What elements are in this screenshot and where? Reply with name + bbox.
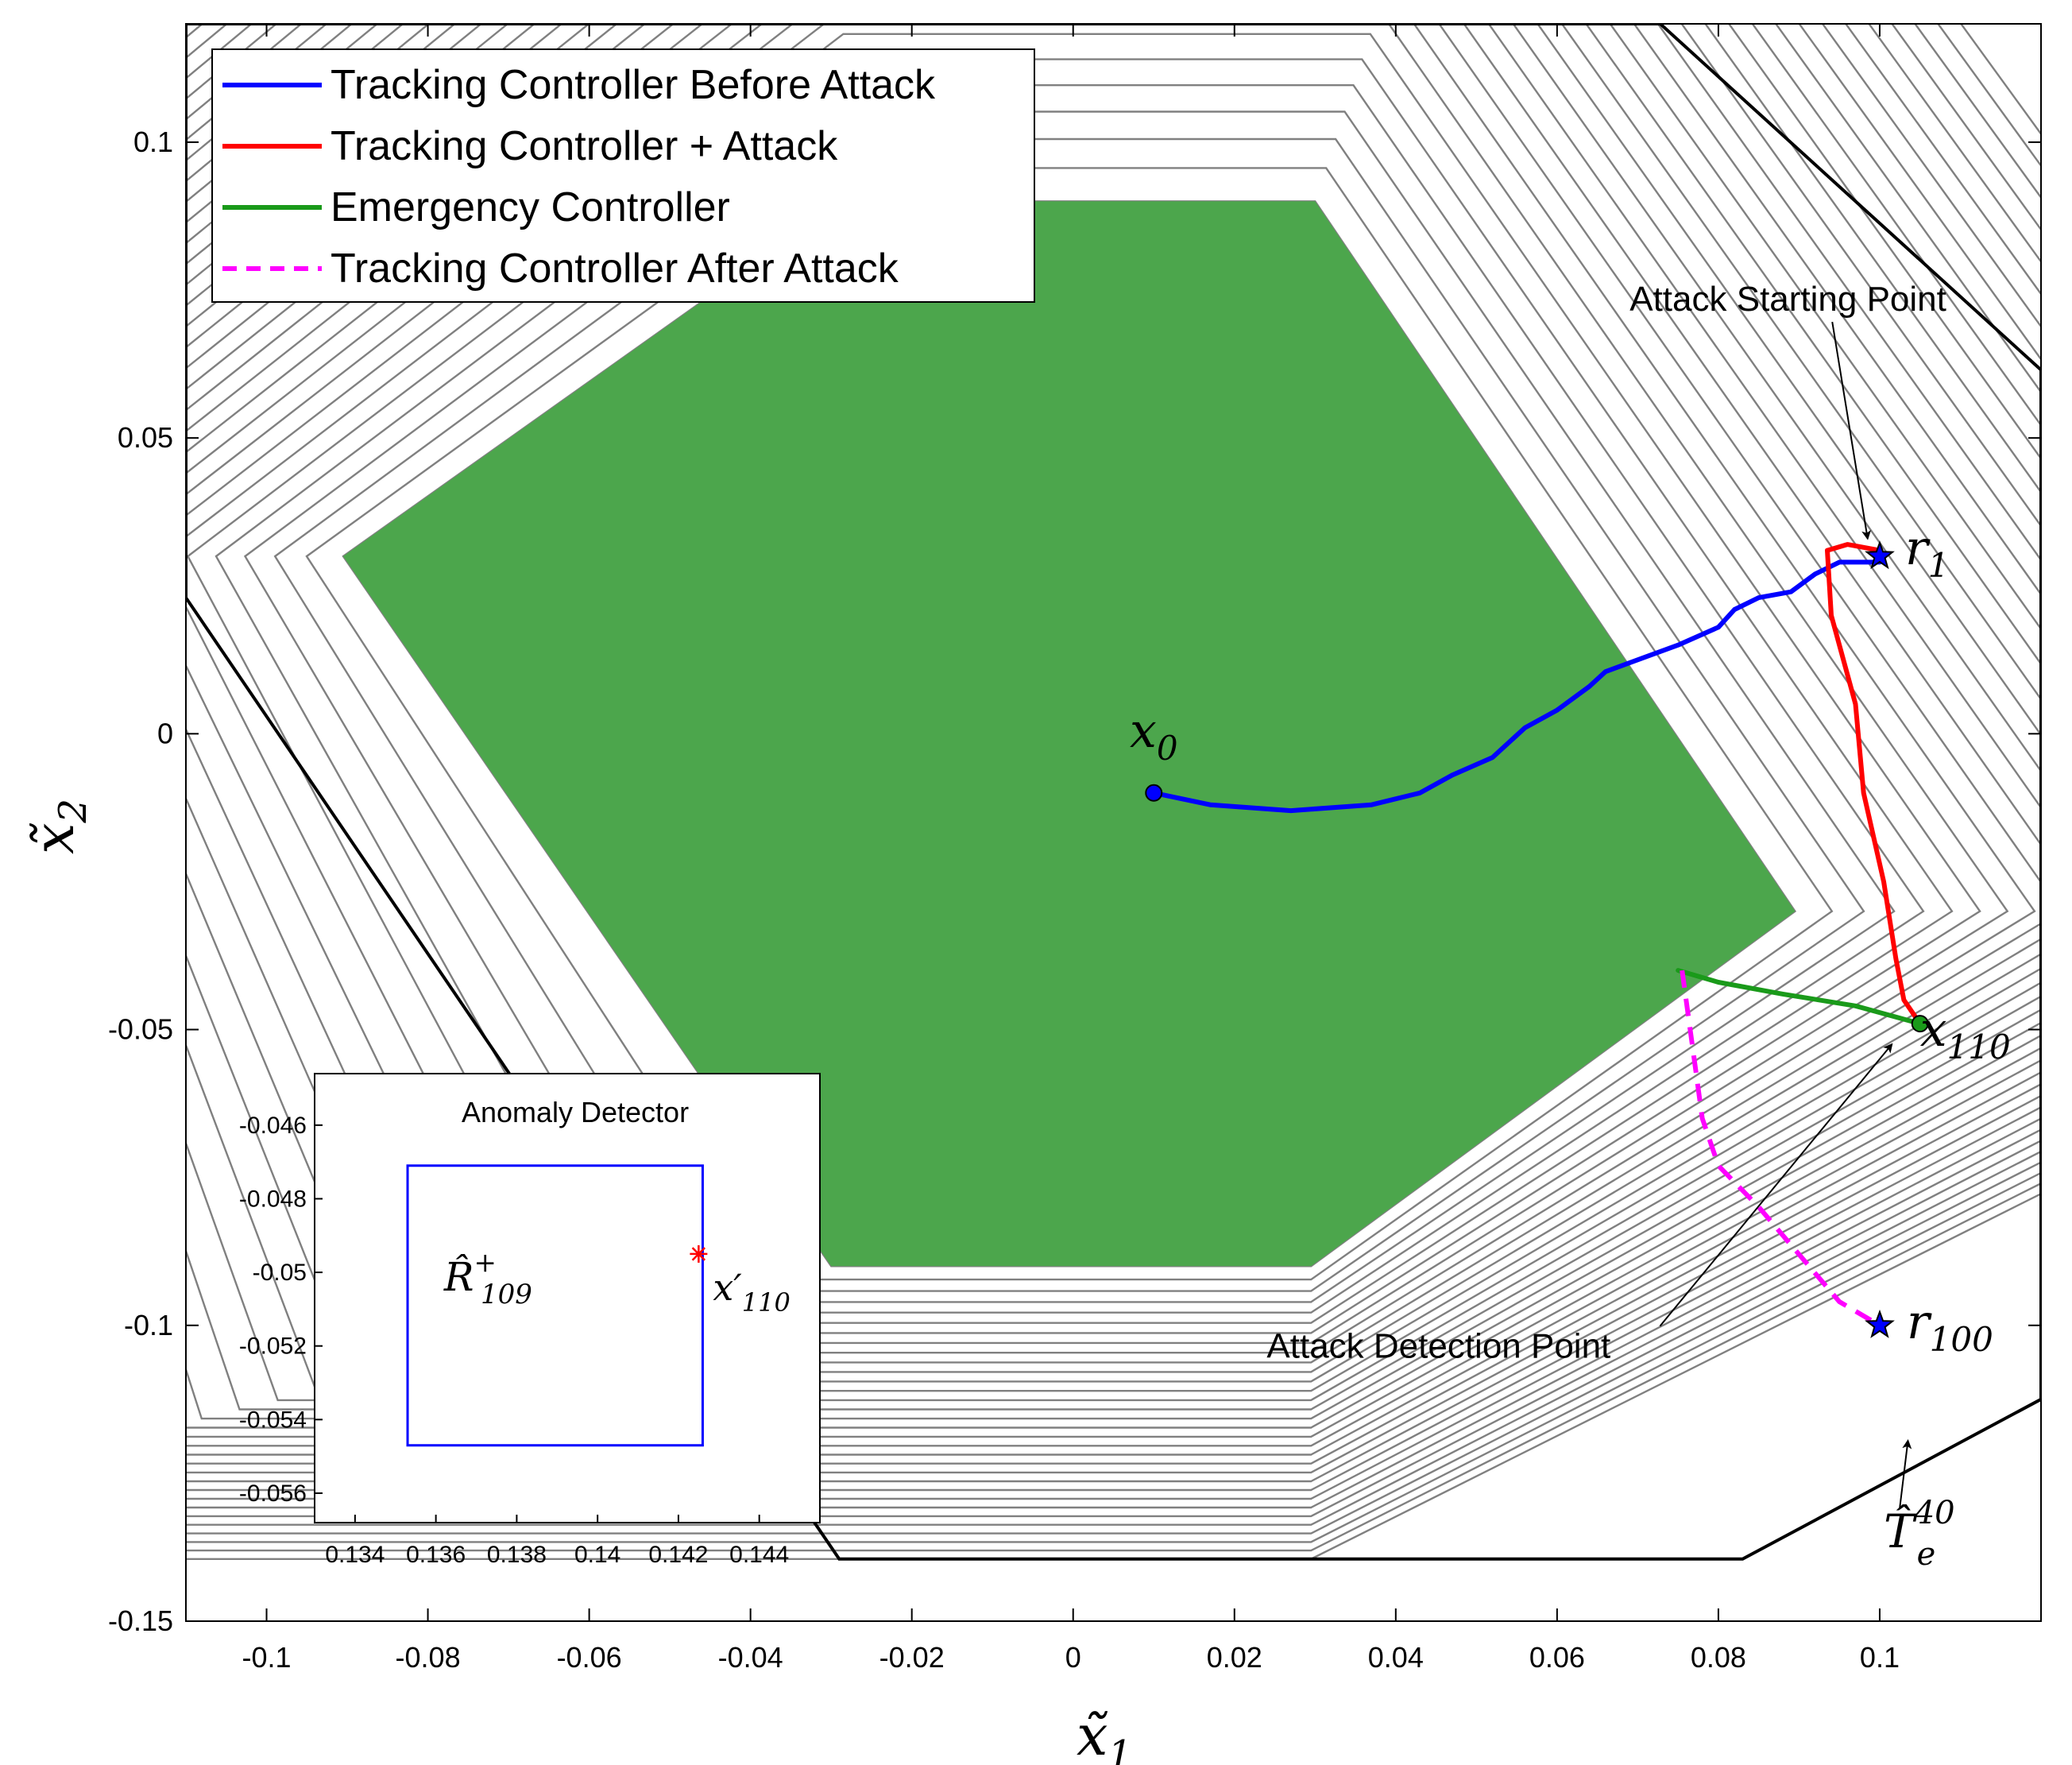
- inset-x-tick-label: 0.144: [729, 1542, 789, 1568]
- anomaly-point-marker: [690, 1244, 708, 1263]
- inset-x-tick-label: 0.14: [574, 1542, 620, 1568]
- y-tick-label: -0.05: [108, 1013, 173, 1046]
- x-tick-label: 0: [1065, 1641, 1081, 1674]
- marker-layer: x0 r1 x110 r100: [1130, 521, 2011, 1359]
- contour-band-15: [186, 24, 2041, 1411]
- inset-y-tick-label: -0.054: [239, 1407, 307, 1433]
- y-tick-label: -0.1: [124, 1309, 173, 1341]
- attack-trajectory: [1825, 542, 1923, 1027]
- outer-set-boundary: [186, 24, 2041, 1561]
- x-tick-label: 0.1: [1860, 1641, 1900, 1674]
- contour-band-14: [186, 24, 2041, 1402]
- inset-y-tick-label: -0.046: [239, 1113, 307, 1139]
- inset-y-tick-label: -0.048: [239, 1186, 307, 1212]
- x-tick-label: -0.06: [557, 1641, 622, 1674]
- marker-label-x110: x110: [1920, 1002, 2011, 1066]
- inset-title: Anomaly Detector: [462, 1096, 689, 1128]
- marker-r100: [1865, 1309, 1895, 1338]
- y-axis-label: x̃2: [21, 799, 95, 854]
- inset-y-axis: -0.046 -0.048 -0.05 -0.052 -0.054 -0.056: [239, 1113, 323, 1507]
- y-tick-label: 0: [157, 717, 173, 749]
- marker-x0: [1145, 784, 1163, 802]
- x-tick-label: -0.1: [242, 1641, 291, 1674]
- x-axis-label: x̃1: [1077, 1703, 1132, 1765]
- annotation-attack-detection: Attack Detection Point: [1266, 1327, 1610, 1366]
- inset-x-tick-label: 0.134: [325, 1542, 385, 1568]
- x-tick-label: 0.04: [1368, 1641, 1424, 1674]
- main-plot-frame: [185, 23, 2042, 1622]
- marker-label-r100: r100: [1907, 1295, 1993, 1359]
- asterisk-stroke: [691, 1247, 706, 1261]
- y-tick-label: -0.15: [108, 1604, 173, 1637]
- inset-x-axis: 0.134 0.136 0.138 0.14 0.142 0.144: [325, 1515, 789, 1568]
- inset-y-tick-label: -0.056: [239, 1481, 307, 1507]
- annotation-attack-start: Attack Starting Point: [1629, 280, 1946, 319]
- inset-background: [314, 1073, 821, 1523]
- marker-r1: [1865, 540, 1895, 570]
- inset-x-tick-label: 0.138: [487, 1542, 547, 1568]
- inset-y-tick-label: -0.052: [239, 1333, 307, 1360]
- x-tick-label: 0.02: [1207, 1641, 1262, 1674]
- legend-label-2: Tracking Controller + Attack: [331, 123, 838, 169]
- after-attack-trajectory: [1680, 970, 1881, 1328]
- reachable-set-label: R̂+ 109: [443, 1247, 532, 1310]
- legend-label-1: Tracking Controller Before Attack: [331, 62, 936, 108]
- emergency-trajectory: [1676, 968, 1923, 1027]
- inset-y-tick-label: -0.05: [253, 1260, 307, 1286]
- legend-box: [211, 48, 1035, 303]
- y-axis: -0.15 -0.1 -0.05 0 0.05 0.1: [108, 126, 2041, 1637]
- before-attack-trajectory: [1151, 559, 1882, 814]
- marker-x110: [1911, 1015, 1929, 1033]
- legend: Tracking Controller Before Attack Trackin…: [211, 48, 1035, 303]
- inset-plot: Anomaly Detector R̂+ 109 x′110 0.134 0.136 0…: [239, 1073, 821, 1568]
- inset-x-tick-label: 0.142: [648, 1542, 708, 1568]
- annotation-layer: Attack Starting Point Attack Detection Po…: [1266, 280, 1954, 1573]
- series-layer: [1151, 542, 1923, 1328]
- legend-label-4: Tracking Controller After Attack: [331, 246, 899, 292]
- x-tick-label: -0.04: [718, 1641, 783, 1674]
- x-axis: -0.1 -0.08 -0.06 -0.04 -0.02 0 0.02 0.04 0.06 0.0…: [242, 24, 1900, 1674]
- annotation-attack-start-arrow: [1831, 321, 1872, 540]
- annotation-terminal-set: T̂40 e: [1884, 1495, 1955, 1573]
- marker-label-r1: r1: [1905, 521, 1949, 585]
- annotation-attack-detection-arrow: [1659, 1043, 1893, 1327]
- contour-band-16: [186, 24, 2041, 1420]
- y-tick-label: 0.1: [133, 126, 173, 158]
- x-tick-label: 0.06: [1529, 1641, 1585, 1674]
- x-tick-label: -0.02: [879, 1641, 945, 1674]
- inset-x-tick-label: 0.136: [406, 1542, 466, 1568]
- annotation-terminal-set-arrow: [1899, 1438, 1912, 1510]
- legend-label-3: Emergency Controller: [331, 184, 730, 230]
- y-tick-label: 0.05: [118, 421, 173, 454]
- reachable-set-box: [406, 1164, 704, 1447]
- x-tick-label: 0.08: [1691, 1641, 1746, 1674]
- safe-set-region: [343, 201, 1796, 1267]
- inset-layer: R̂+ 109 x′110: [406, 1164, 791, 1447]
- legend-items: Tracking Controller Before Attack Trackin…: [222, 62, 936, 292]
- x-tick-label: -0.08: [396, 1641, 461, 1674]
- marker-label-x0: x0: [1130, 703, 1178, 768]
- anomaly-point-label: x′110: [713, 1266, 790, 1318]
